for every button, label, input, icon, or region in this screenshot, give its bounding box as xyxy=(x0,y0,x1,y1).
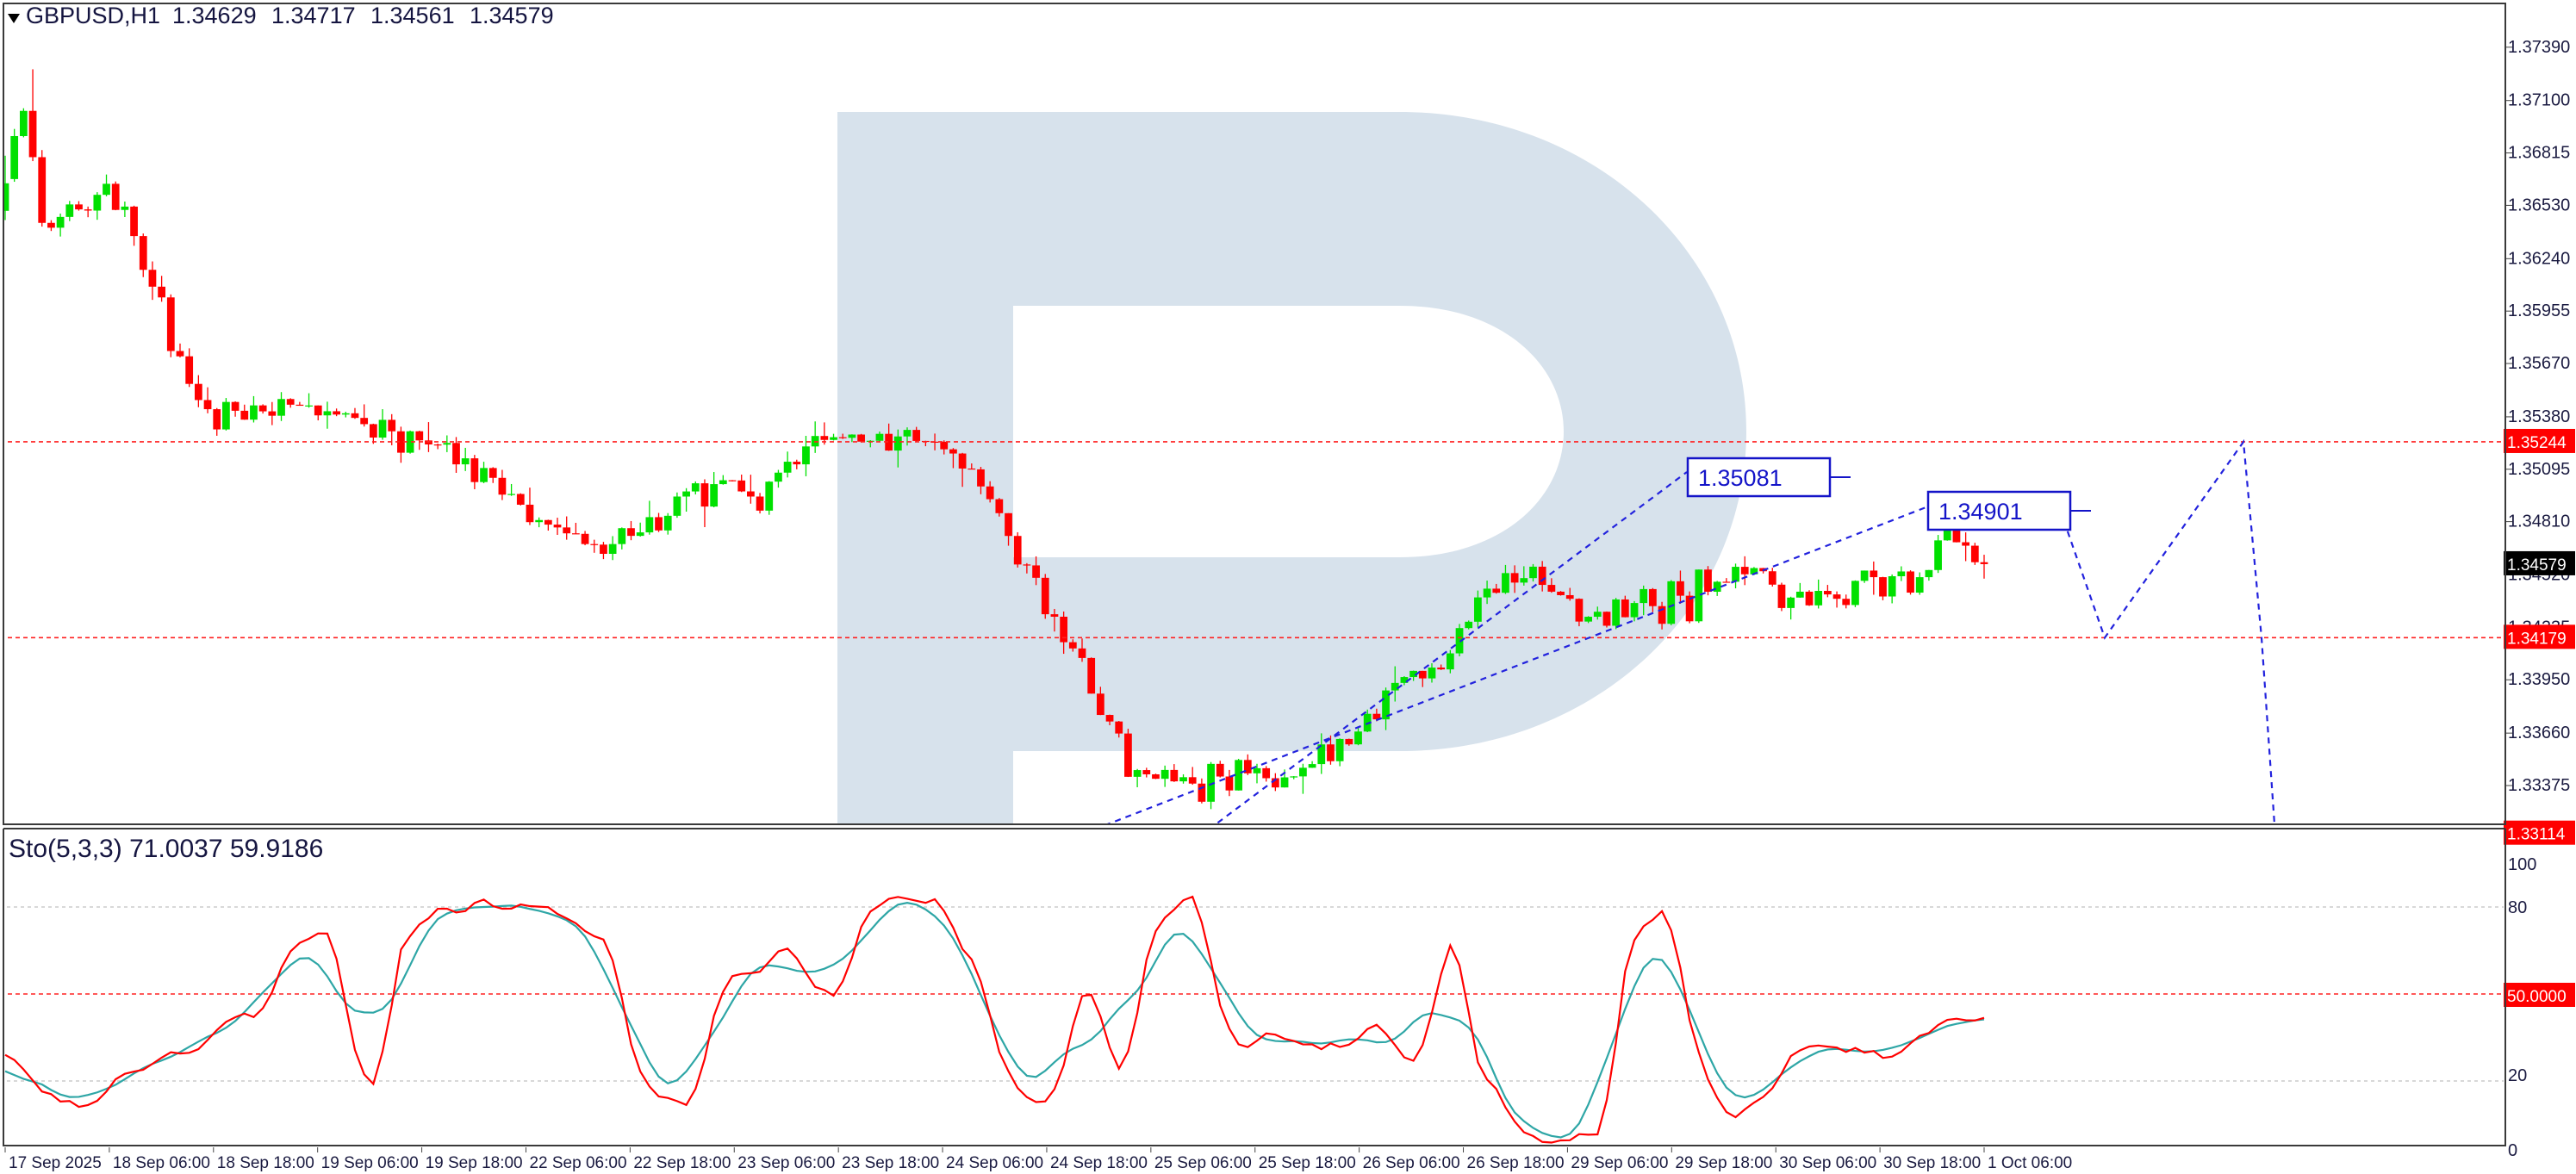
svg-text:50.0000: 50.0000 xyxy=(2507,988,2567,1006)
svg-text:1.34810: 1.34810 xyxy=(2508,512,2570,531)
svg-text:18 Sep 18:00: 18 Sep 18:00 xyxy=(217,1154,314,1172)
svg-text:26 Sep 18:00: 26 Sep 18:00 xyxy=(1467,1154,1565,1172)
svg-text:17 Sep 2025: 17 Sep 2025 xyxy=(9,1154,102,1172)
svg-text:1.34579: 1.34579 xyxy=(2507,556,2567,575)
svg-text:1.33375: 1.33375 xyxy=(2508,776,2570,795)
svg-text:25 Sep 06:00: 25 Sep 06:00 xyxy=(1154,1154,1252,1172)
svg-text:22 Sep 06:00: 22 Sep 06:00 xyxy=(529,1154,626,1172)
svg-text:1.36530: 1.36530 xyxy=(2508,196,2570,214)
svg-text:24 Sep 18:00: 24 Sep 18:00 xyxy=(1050,1154,1148,1172)
svg-text:1.35081: 1.35081 xyxy=(1698,465,1783,491)
svg-text:1.35380: 1.35380 xyxy=(2508,407,2570,426)
svg-text:19 Sep 06:00: 19 Sep 06:00 xyxy=(321,1154,419,1172)
svg-text:23 Sep 18:00: 23 Sep 18:00 xyxy=(842,1154,939,1172)
svg-text:1.33114: 1.33114 xyxy=(2507,826,2566,844)
svg-text:0: 0 xyxy=(2508,1141,2517,1160)
svg-text:23 Sep 06:00: 23 Sep 06:00 xyxy=(737,1154,835,1172)
svg-text:1.33660: 1.33660 xyxy=(2508,724,2570,742)
svg-text:1.35095: 1.35095 xyxy=(2508,460,2570,479)
svg-text:25 Sep 18:00: 25 Sep 18:00 xyxy=(1259,1154,1356,1172)
svg-text:1.35670: 1.35670 xyxy=(2508,354,2570,373)
svg-text:1.34179: 1.34179 xyxy=(2507,630,2567,648)
svg-text:1.34629: 1.34629 xyxy=(172,3,257,28)
svg-text:1.34579: 1.34579 xyxy=(470,3,554,28)
svg-text:30 Sep 18:00: 30 Sep 18:00 xyxy=(1883,1154,1981,1172)
svg-text:30 Sep 06:00: 30 Sep 06:00 xyxy=(1779,1154,1876,1172)
svg-text:18 Sep 06:00: 18 Sep 06:00 xyxy=(113,1154,210,1172)
svg-text:29 Sep 06:00: 29 Sep 06:00 xyxy=(1571,1154,1668,1172)
svg-text:100: 100 xyxy=(2508,855,2536,874)
svg-text:26 Sep 06:00: 26 Sep 06:00 xyxy=(1363,1154,1460,1172)
svg-text:1.33950: 1.33950 xyxy=(2508,670,2570,689)
svg-text:29 Sep 18:00: 29 Sep 18:00 xyxy=(1675,1154,1772,1172)
svg-text:24 Sep 06:00: 24 Sep 06:00 xyxy=(946,1154,1043,1172)
svg-text:20: 20 xyxy=(2508,1066,2527,1085)
svg-text:1.34717: 1.34717 xyxy=(271,3,356,28)
svg-text:1.34561: 1.34561 xyxy=(370,3,455,28)
svg-text:22 Sep 18:00: 22 Sep 18:00 xyxy=(633,1154,731,1172)
svg-text:1.37100: 1.37100 xyxy=(2508,91,2570,110)
svg-text:Sto(5,3,3) 71.0037 59.9186: Sto(5,3,3) 71.0037 59.9186 xyxy=(9,835,323,863)
svg-text:1 Oct 06:00: 1 Oct 06:00 xyxy=(1988,1154,2072,1172)
svg-text:1.36815: 1.36815 xyxy=(2508,144,2570,163)
svg-text:19 Sep 18:00: 19 Sep 18:00 xyxy=(426,1154,523,1172)
svg-text:1.34901: 1.34901 xyxy=(1938,499,2023,525)
svg-text:1.35955: 1.35955 xyxy=(2508,301,2570,320)
svg-text:GBPUSD,H1: GBPUSD,H1 xyxy=(26,3,160,28)
svg-text:1.36240: 1.36240 xyxy=(2508,249,2570,268)
svg-text:80: 80 xyxy=(2508,898,2527,917)
svg-text:1.35244: 1.35244 xyxy=(2507,434,2567,452)
svg-text:1.37390: 1.37390 xyxy=(2508,38,2570,57)
